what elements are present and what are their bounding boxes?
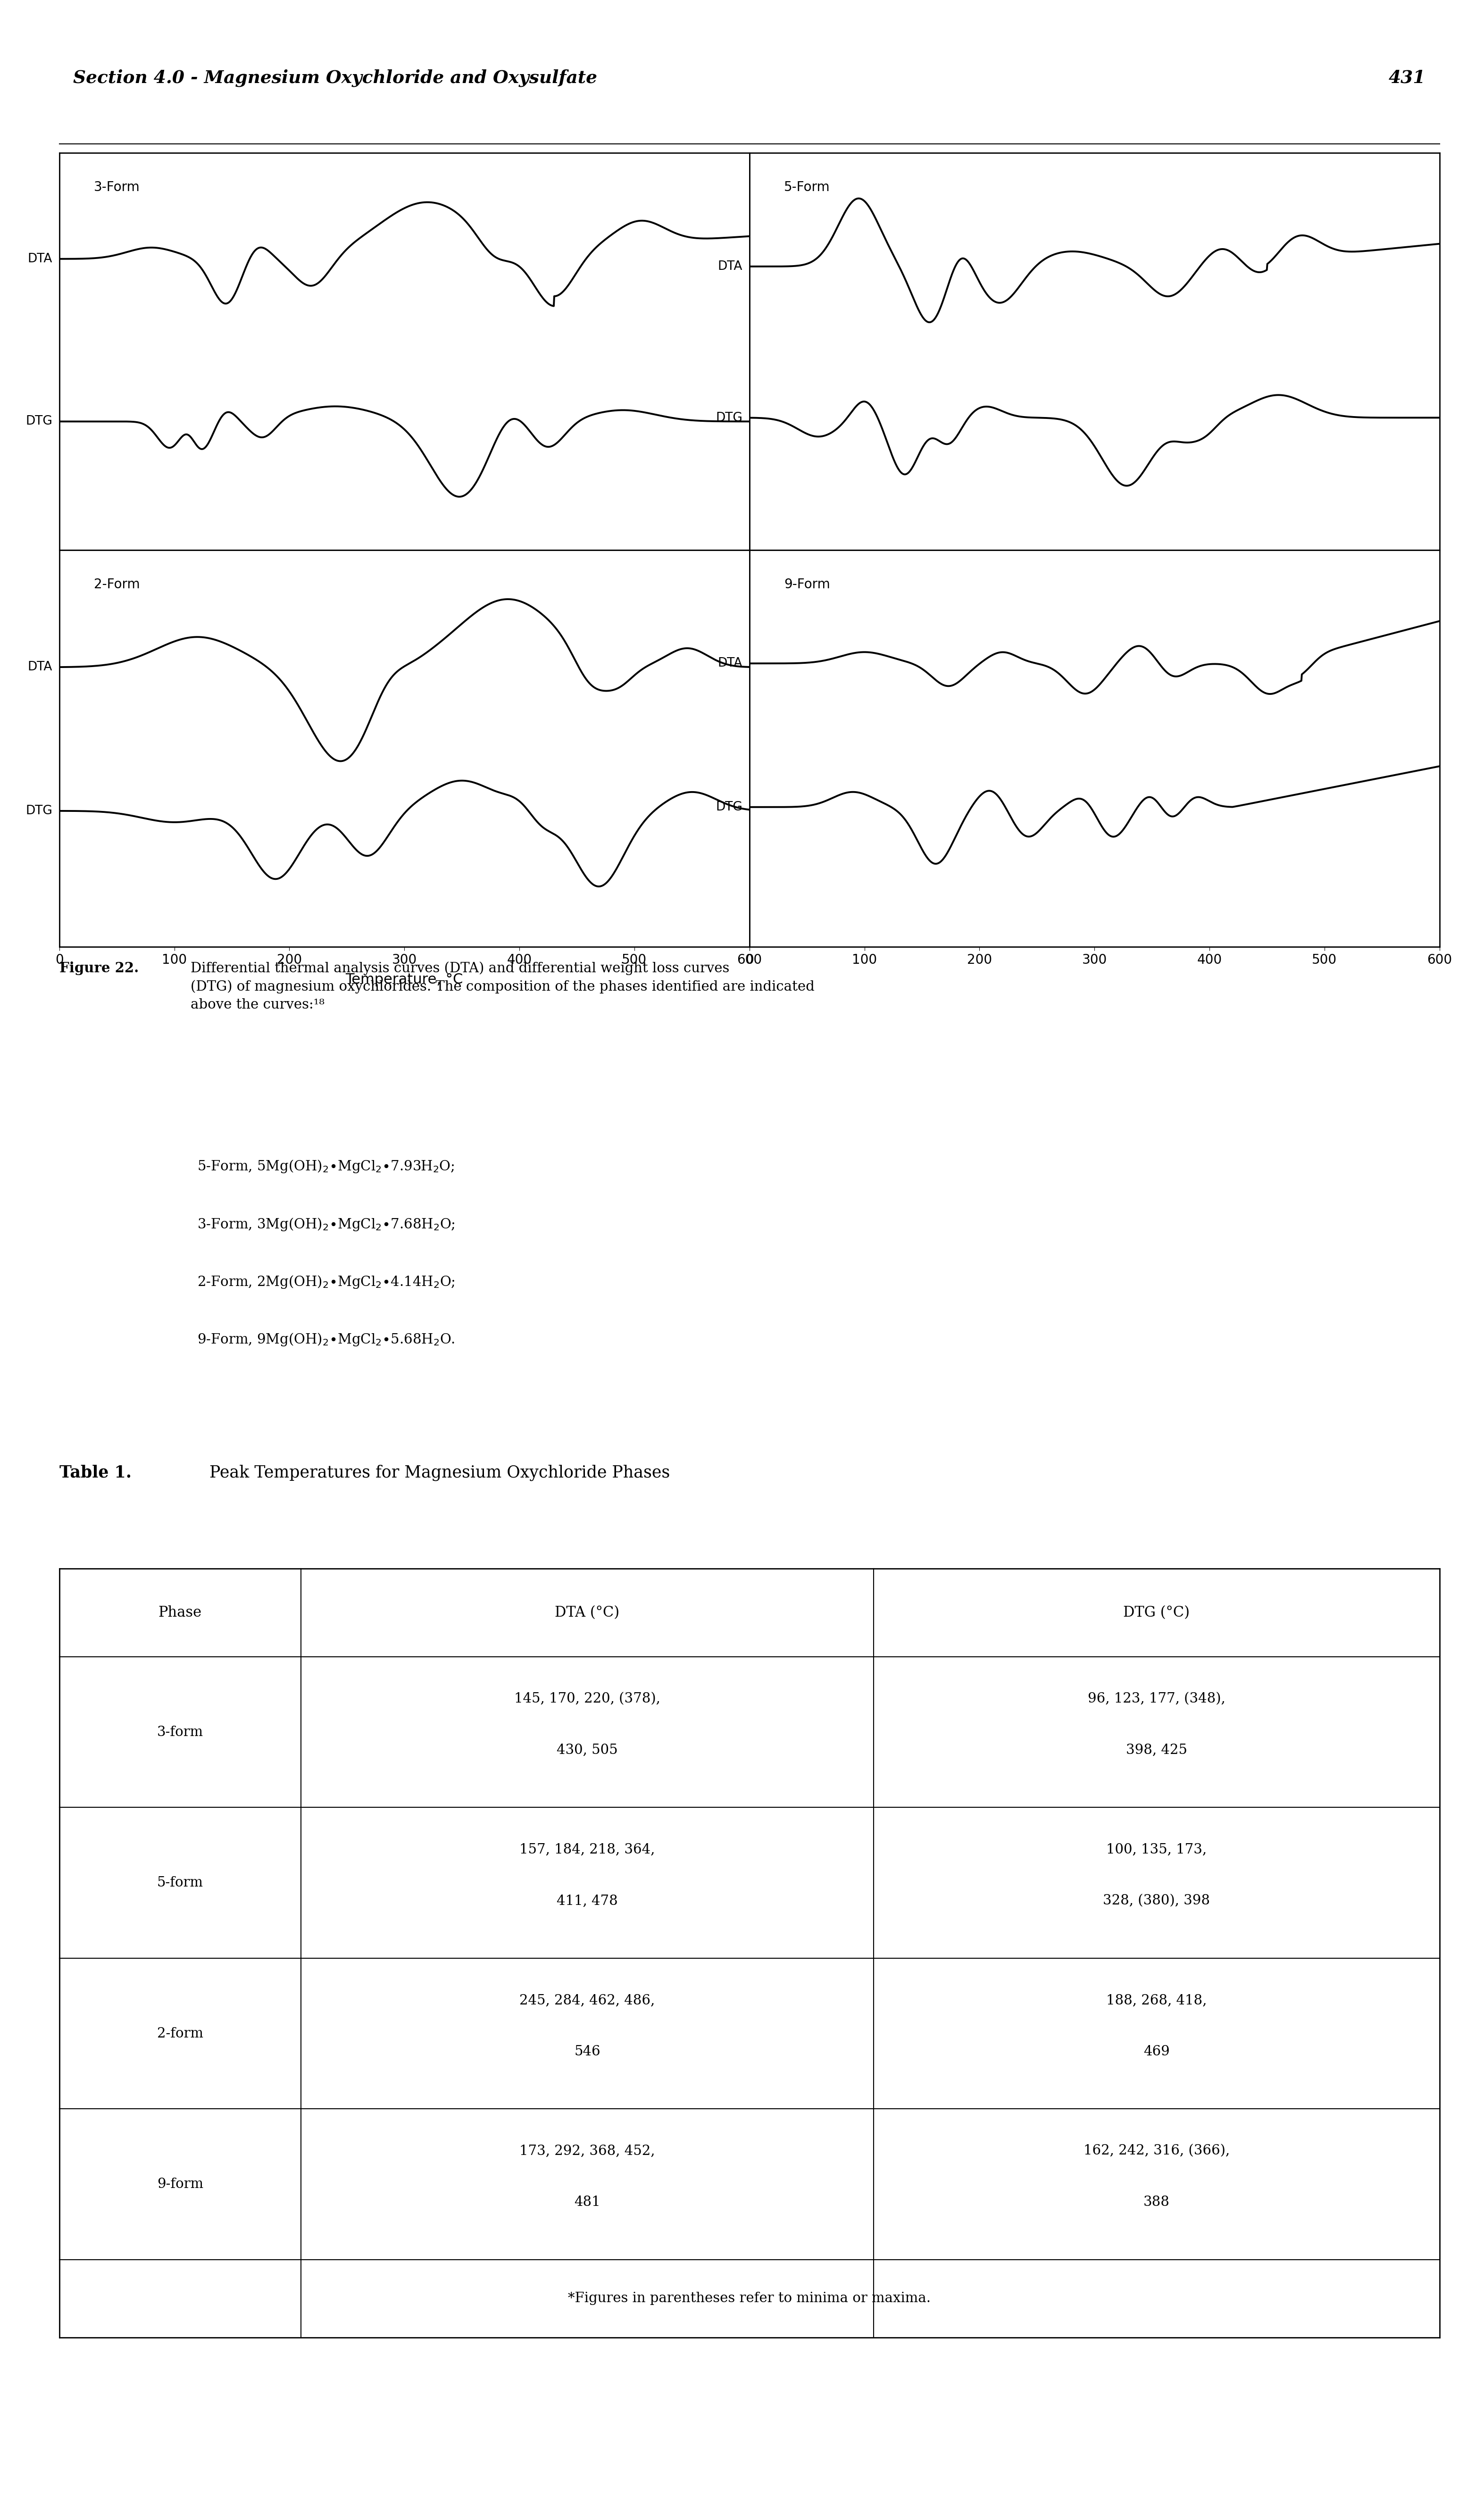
Text: 328, (380), 398: 328, (380), 398	[1103, 1894, 1209, 1906]
Text: 388: 388	[1143, 2197, 1169, 2209]
Text: *Figures in parentheses refer to minima or maxima.: *Figures in parentheses refer to minima …	[568, 2292, 930, 2305]
Text: 3-Form, 3Mg(OH)$_2$$\bullet$MgCl$_2$$\bullet$7.68H$_2$O;: 3-Form, 3Mg(OH)$_2$$\bullet$MgCl$_2$$\bu…	[197, 1217, 456, 1232]
Text: Figure 22.: Figure 22.	[59, 962, 138, 974]
Text: DTG: DTG	[715, 411, 742, 423]
Text: 398, 425: 398, 425	[1126, 1743, 1187, 1756]
Text: Phase: Phase	[159, 1606, 202, 1621]
Text: Section 4.0 - Magnesium Oxychloride and Oxysulfate: Section 4.0 - Magnesium Oxychloride and …	[73, 70, 597, 88]
Text: Differential thermal analysis curves (DTA) and differential weight loss curves
(: Differential thermal analysis curves (DT…	[190, 962, 815, 1012]
Text: 2-Form, 2Mg(OH)$_2$$\bullet$MgCl$_2$$\bullet$4.14H$_2$O;: 2-Form, 2Mg(OH)$_2$$\bullet$MgCl$_2$$\bu…	[197, 1275, 456, 1290]
Text: 2-Form: 2-Form	[93, 579, 139, 591]
Text: DTA: DTA	[718, 261, 742, 273]
Text: 5-Form: 5-Form	[784, 180, 830, 193]
Text: 162, 242, 316, (366),: 162, 242, 316, (366),	[1083, 2144, 1230, 2157]
Text: 157, 184, 218, 364,: 157, 184, 218, 364,	[519, 1844, 654, 1856]
Text: 173, 292, 368, 452,: 173, 292, 368, 452,	[519, 2144, 654, 2157]
Text: 431: 431	[1389, 70, 1426, 88]
Text: 245, 284, 462, 486,: 245, 284, 462, 486,	[519, 1994, 654, 2007]
Text: DTA (°C): DTA (°C)	[555, 1606, 620, 1621]
Text: 469: 469	[1143, 2044, 1169, 2059]
Text: 430, 505: 430, 505	[556, 1743, 617, 1756]
Text: DTG: DTG	[25, 416, 52, 428]
Text: 96, 123, 177, (348),: 96, 123, 177, (348),	[1088, 1693, 1226, 1706]
Text: DTA: DTA	[28, 253, 52, 266]
Text: DTG: DTG	[25, 804, 52, 817]
Text: 3-form: 3-form	[157, 1726, 203, 1738]
X-axis label: Temperature, °C: Temperature, °C	[346, 972, 463, 987]
Text: DTG (°C): DTG (°C)	[1123, 1606, 1190, 1621]
Text: 145, 170, 220, (378),: 145, 170, 220, (378),	[513, 1693, 660, 1706]
Text: 188, 268, 418,: 188, 268, 418,	[1106, 1994, 1206, 2007]
Text: 5-form: 5-form	[157, 1876, 203, 1889]
Text: 2-form: 2-form	[157, 2027, 203, 2039]
Text: 481: 481	[574, 2197, 601, 2209]
Text: DTA: DTA	[28, 661, 52, 674]
Text: DTG: DTG	[715, 802, 742, 814]
Text: 3-Form: 3-Form	[93, 180, 139, 193]
Text: 411, 478: 411, 478	[556, 1894, 617, 1906]
Text: 100, 135, 173,: 100, 135, 173,	[1106, 1844, 1206, 1856]
Text: DTA: DTA	[718, 656, 742, 669]
Text: 9-Form, 9Mg(OH)$_2$$\bullet$MgCl$_2$$\bullet$5.68H$_2$O.: 9-Form, 9Mg(OH)$_2$$\bullet$MgCl$_2$$\bu…	[197, 1333, 456, 1348]
Text: 546: 546	[574, 2044, 601, 2059]
Text: 9-Form: 9-Form	[784, 579, 830, 591]
Text: Peak Temperatures for Magnesium Oxychloride Phases: Peak Temperatures for Magnesium Oxychlor…	[205, 1465, 669, 1480]
Text: Table 1.: Table 1.	[59, 1465, 132, 1480]
Text: 5-Form, 5Mg(OH)$_2$$\bullet$MgCl$_2$$\bullet$7.93H$_2$O;: 5-Form, 5Mg(OH)$_2$$\bullet$MgCl$_2$$\bu…	[197, 1160, 454, 1175]
Text: 9-form: 9-form	[157, 2177, 203, 2192]
